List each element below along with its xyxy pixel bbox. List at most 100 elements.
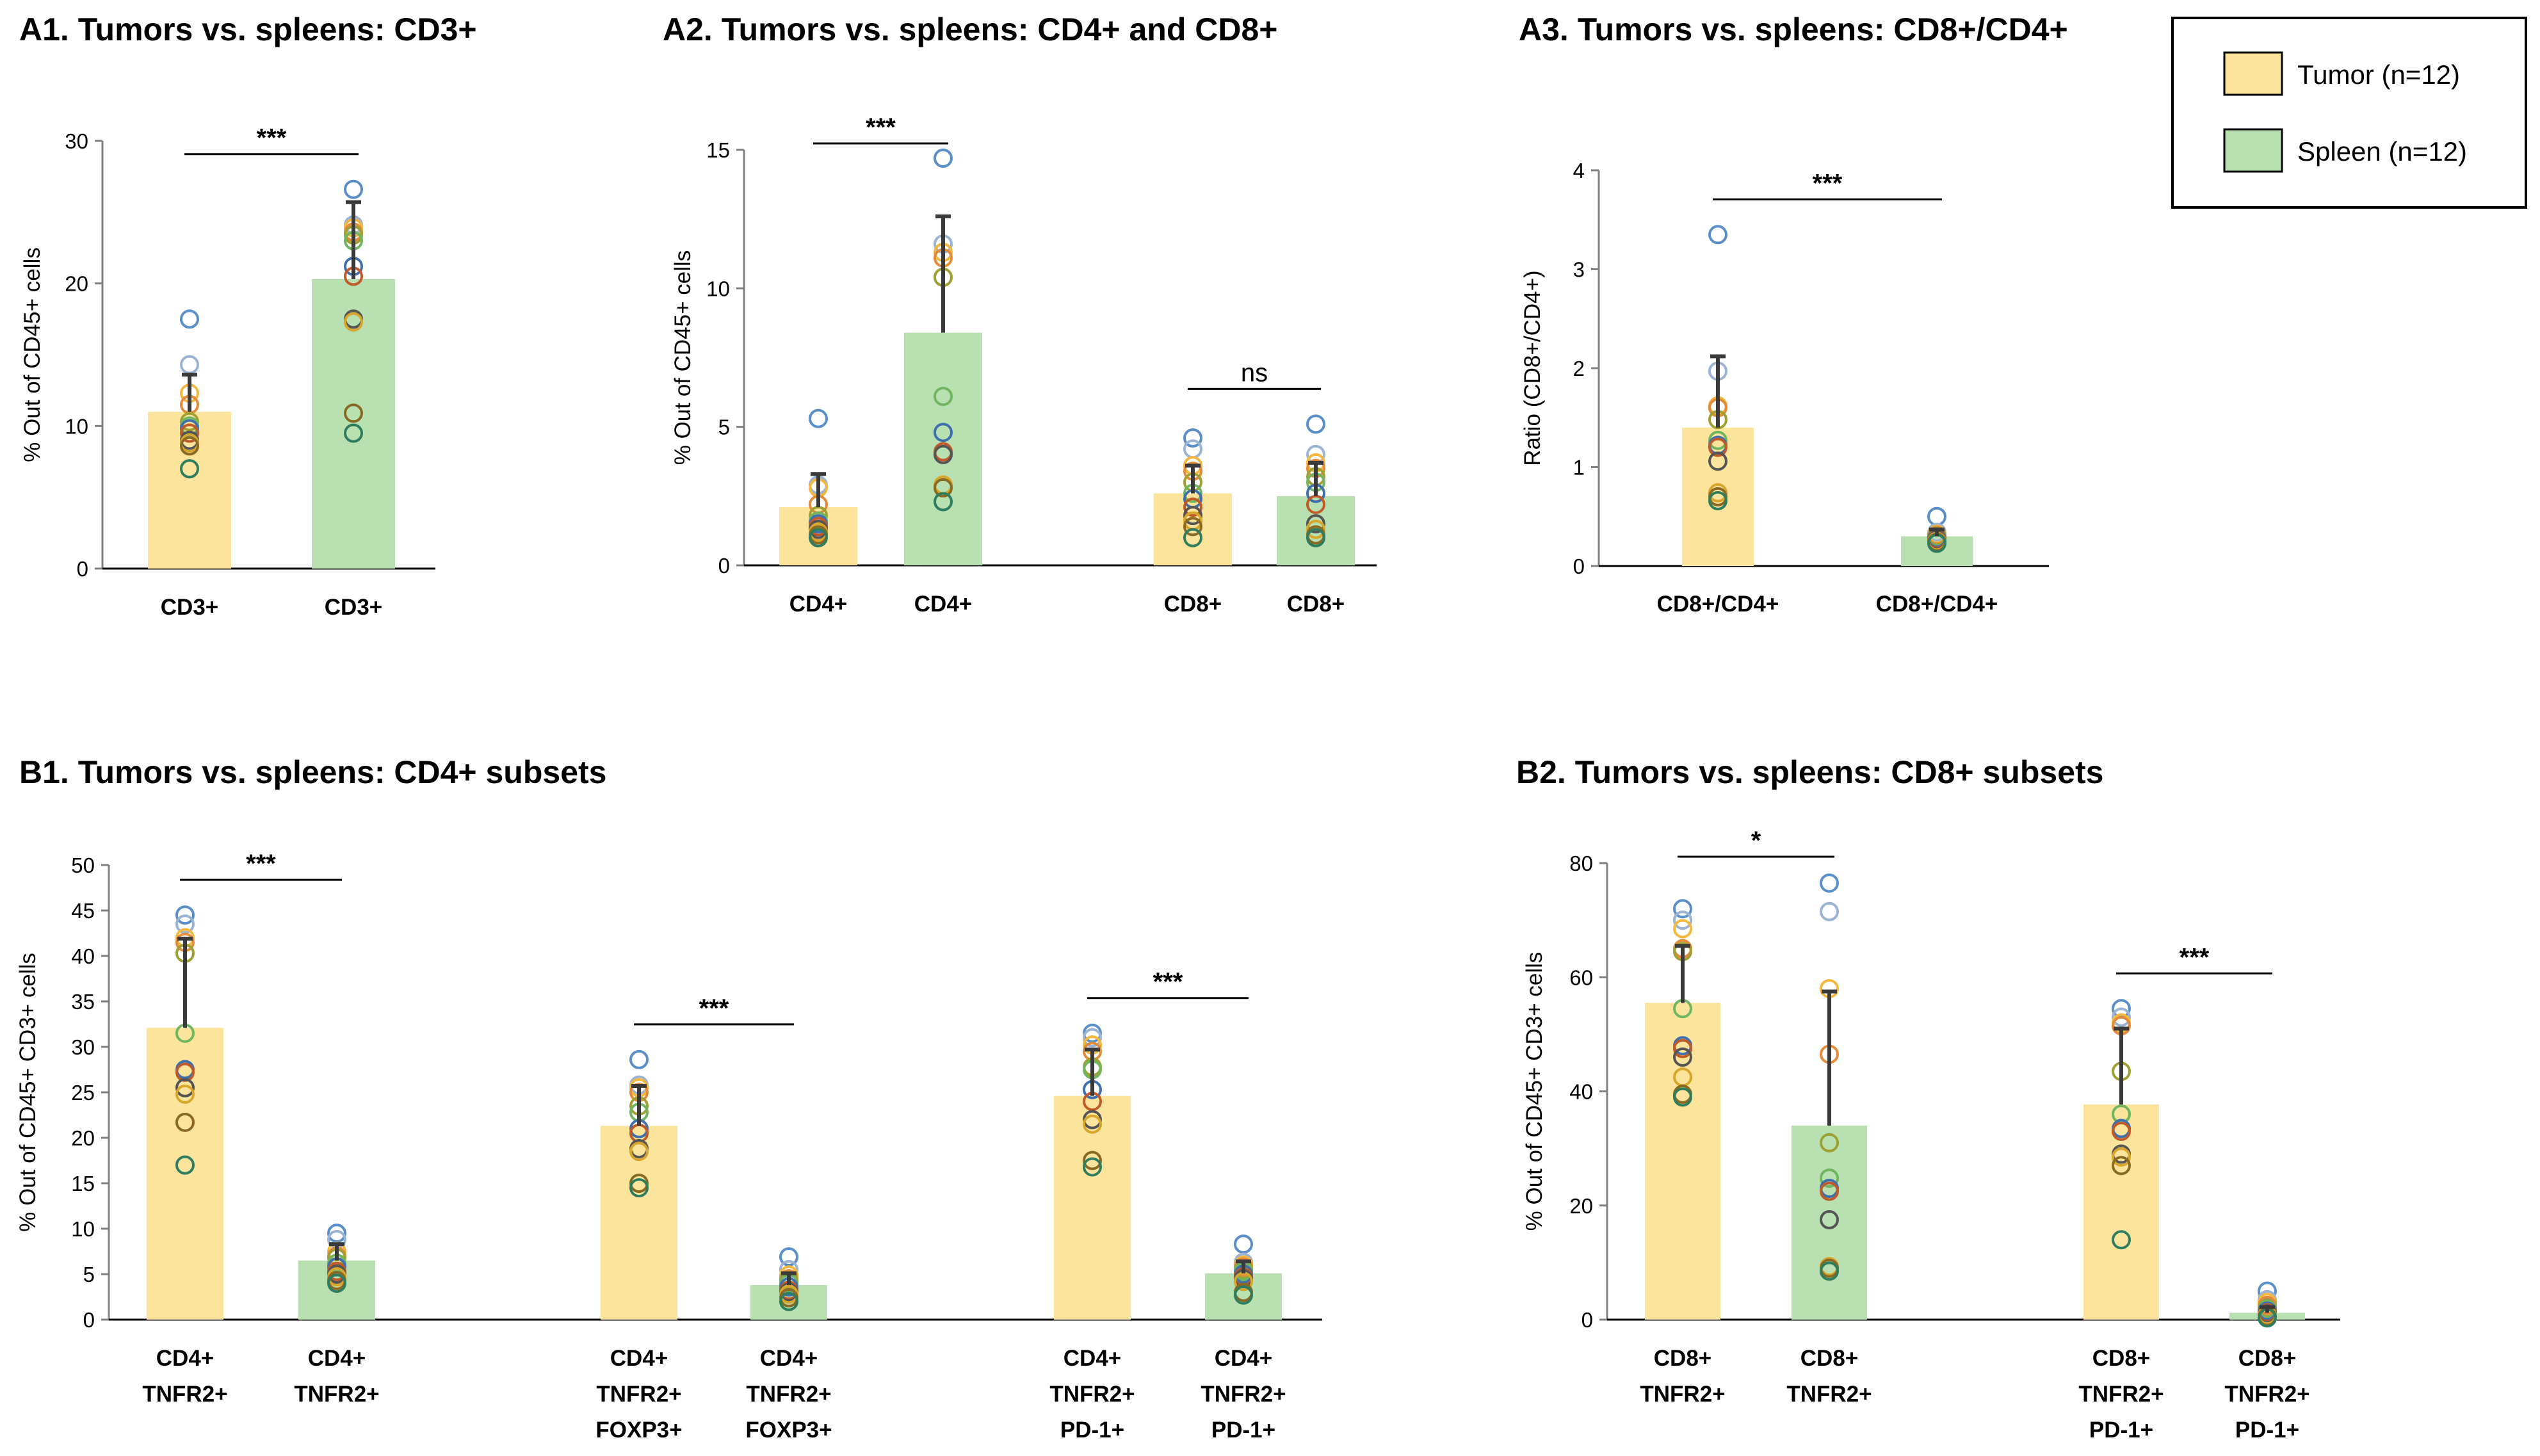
- data-point: [1306, 528, 1325, 547]
- y-tick-label: 30: [65, 129, 88, 153]
- bar-tumor: [1054, 1096, 1131, 1320]
- data-point: [2112, 1007, 2131, 1027]
- bar-spleen: [904, 332, 982, 565]
- category-label: CD8+ TNFR2+: [1640, 1346, 1725, 1407]
- y-tick-label: 20: [71, 1126, 95, 1150]
- data-point: [180, 436, 199, 456]
- category-label: CD8+ TNFR2+: [1786, 1346, 1872, 1407]
- category-label: CD3+: [161, 595, 218, 620]
- category-label: CD4+ TNFR2+: [142, 1346, 227, 1407]
- data-point: [809, 528, 828, 547]
- panel-title: A3. Tumors vs. spleens: CD8+/CD4+: [1519, 12, 2068, 47]
- y-tick-label: 45: [71, 899, 95, 923]
- y-tick-label: 5: [83, 1263, 95, 1286]
- significance-label: ***: [866, 113, 896, 142]
- y-tick-label: 0: [77, 557, 88, 581]
- data-point: [2112, 1121, 2131, 1141]
- legend-spleen-swatch: [2223, 128, 2283, 173]
- panel-b2: B2. Tumors vs. spleens: CD8+ subsets 0 20 4…: [1516, 754, 2340, 1443]
- y-tick-label: 1: [1573, 456, 1585, 480]
- bar-spleen: [1277, 496, 1355, 565]
- data-point: [1673, 1039, 1692, 1058]
- y-tick-label: 80: [1569, 852, 1593, 875]
- panel-a2: A2. Tumors vs. spleens: CD4+ and CD8+ 0 5 1…: [663, 12, 1377, 617]
- data-point: [1306, 519, 1325, 539]
- data-point: [934, 444, 953, 464]
- category-label: CD8+: [1287, 592, 1345, 617]
- data-point: [934, 387, 953, 407]
- significance-label: ***: [2180, 943, 2210, 971]
- data-point: [1673, 919, 1692, 939]
- category-label: CD8+ TNFR2+ PD-1+: [2224, 1346, 2309, 1443]
- data-point: [934, 478, 953, 497]
- y-tick-label: 4: [1573, 159, 1585, 182]
- panel-title: B2. Tumors vs. spleens: CD8+ subsets: [1516, 754, 2103, 790]
- data-point: [1673, 899, 1692, 919]
- data-point: [1183, 439, 1202, 459]
- significance-label: ***: [1153, 968, 1183, 996]
- legend: Tumor (n=12) Spleen (n=12): [2171, 17, 2527, 209]
- y-tick-label: 40: [71, 944, 95, 968]
- y-tick-label: 0: [718, 554, 730, 578]
- data-point: [629, 1049, 649, 1069]
- bar-tumor: [601, 1126, 677, 1320]
- category-label: CD4+: [914, 592, 972, 617]
- y-tick-label: 10: [71, 1217, 95, 1241]
- data-point: [1820, 1210, 1839, 1230]
- data-point: [1183, 428, 1202, 448]
- data-point: [1306, 414, 1325, 434]
- legend-tumor-swatch: [2223, 51, 2283, 96]
- data-point: [1708, 430, 1727, 450]
- data-point: [1708, 437, 1727, 457]
- y-tick-label: 40: [1569, 1080, 1593, 1104]
- y-tick-label: 5: [718, 416, 730, 439]
- data-point: [934, 423, 953, 442]
- category-label: CD4+ TNFR2+ FOXP3+: [745, 1346, 832, 1443]
- y-axis-label: % Out of CD45+ cells: [20, 247, 45, 462]
- data-point: [344, 179, 363, 199]
- data-point: [1820, 1181, 1839, 1201]
- data-point: [1673, 910, 1692, 930]
- data-point: [175, 1112, 195, 1132]
- legend-box: [2171, 17, 2527, 209]
- data-point: [1183, 517, 1202, 537]
- category-label: CD4+ TNFR2+ PD-1+: [1049, 1346, 1135, 1443]
- data-point: [1820, 1261, 1839, 1281]
- data-point: [1306, 514, 1325, 534]
- data-point: [1083, 1157, 1102, 1177]
- category-label: CD8+: [1164, 592, 1222, 617]
- y-tick-label: 50: [71, 853, 95, 877]
- panel-a1: A1. Tumors vs. spleens: CD3+ 0 10 20 30 % Out…: [19, 12, 477, 620]
- data-point: [175, 1084, 195, 1104]
- data-point: [1234, 1285, 1253, 1305]
- significance-label: ***: [257, 124, 287, 152]
- bar-tumor: [1682, 427, 1754, 566]
- data-point: [629, 1178, 649, 1198]
- y-tick-label: 0: [1573, 554, 1585, 578]
- significance-label: ***: [246, 850, 276, 878]
- y-tick-label: 20: [65, 272, 88, 296]
- y-tick-label: 10: [706, 277, 730, 300]
- data-point: [175, 905, 195, 925]
- y-tick-label: 15: [706, 138, 730, 162]
- legend-tumor-label: Tumor (n=12): [2297, 60, 2460, 90]
- data-point: [327, 1224, 346, 1243]
- panel-title: A1. Tumors vs. spleens: CD3+: [19, 12, 477, 47]
- significance-label: ***: [1813, 169, 1843, 197]
- data-point: [1820, 1133, 1839, 1153]
- data-point: [2112, 1156, 2131, 1176]
- y-axis-label: % Out of CD45+ CD3+ cells: [15, 953, 40, 1232]
- data-point: [175, 1155, 195, 1175]
- category-label: CD8+ TNFR2+ PD-1+: [2078, 1346, 2164, 1443]
- data-point: [1927, 506, 1946, 526]
- data-point: [180, 459, 199, 479]
- legend-spleen-label: Spleen (n=12): [2297, 136, 2467, 166]
- data-point: [2112, 1230, 2131, 1250]
- category-label: CD8+/CD4+: [1657, 592, 1779, 617]
- y-axis-label: % Out of CD45+ cells: [670, 250, 695, 465]
- category-label: CD4+ TNFR2+: [294, 1346, 379, 1407]
- data-point: [1083, 1151, 1102, 1170]
- bar-tumor: [1645, 1003, 1720, 1320]
- data-point: [327, 1274, 346, 1293]
- y-tick-label: 10: [65, 414, 88, 438]
